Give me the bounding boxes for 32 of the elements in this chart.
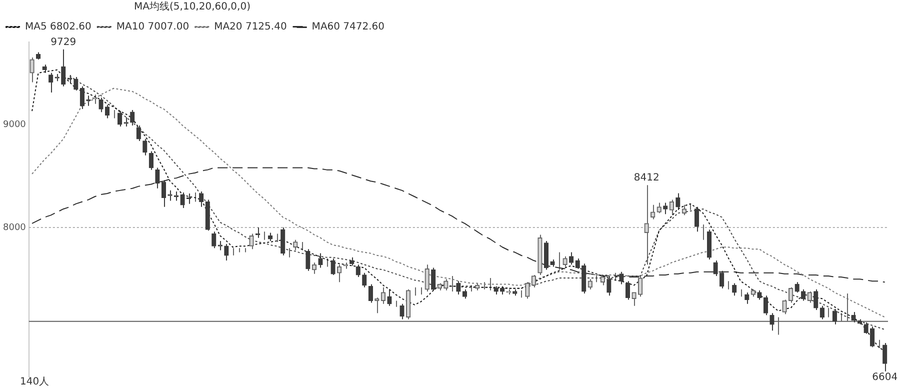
candlestick [851,312,856,323]
candlestick [199,190,204,208]
candlestick [306,248,310,272]
candlestick [74,76,78,91]
annotation: 9729 [50,36,76,48]
candlestick [650,204,656,220]
candlestick [770,312,774,332]
y-tick-label: 9000 [3,120,26,130]
candlestick [48,72,54,94]
legend-label: MA5 6802.60 [25,22,92,33]
candlestick [380,286,386,304]
candlestick [644,184,649,266]
candlestick [61,48,66,87]
legend-label: MA10 7007.00 [116,22,190,33]
candlestick [161,180,166,208]
y-tick-label: 8000 [3,222,26,233]
annotation: 6604 [872,372,898,384]
candlestick [168,190,172,202]
legend-label: MA20 7125.40 [214,22,287,33]
candlestick [632,292,636,306]
candlestick [280,227,286,256]
candlestick [224,244,229,262]
candlestick [431,267,436,291]
candlestick [387,288,392,306]
legend-title: MA均线(5,10,20,60,0,0) [134,0,251,13]
candlestick [368,284,373,304]
annotation: 8412 [634,172,660,184]
candlestick [882,342,888,372]
candlestick [155,167,160,189]
annotation: 140人 [20,376,50,388]
candlestick [424,264,430,292]
legend-label: MA60 7472.60 [312,22,385,33]
